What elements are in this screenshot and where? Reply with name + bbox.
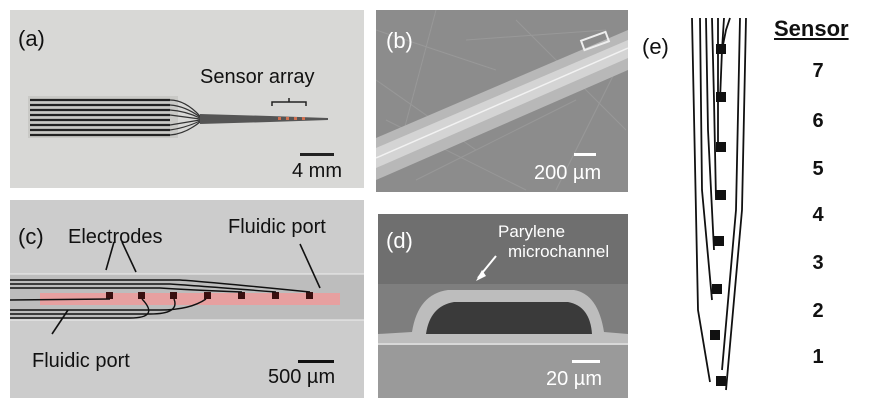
sem-probe-image <box>376 10 628 192</box>
probe-layout-schematic <box>691 17 747 391</box>
sensor-column-header: Sensor <box>774 16 849 41</box>
fluidic-port-top-annotation: Fluidic port <box>228 216 326 238</box>
sensor-number: 3 <box>812 252 824 274</box>
parylene-annotation-line2: microchannel <box>508 242 610 261</box>
panel-b-sem: (b) 200 µm <box>376 10 628 192</box>
sem-microchannel-crosssection <box>378 214 628 398</box>
panel-label-c: (c) <box>18 224 44 249</box>
sensor-number: 1 <box>812 346 824 368</box>
fluidic-port-bottom-annotation: Fluidic port <box>32 350 130 372</box>
sensor-number: 6 <box>812 110 824 132</box>
sensor-probe-photo <box>10 10 364 188</box>
panel-label-b: (b) <box>386 28 413 53</box>
panel-e-schematic: (e) Sensor 7 6 5 4 3 2 1 <box>636 10 872 406</box>
microchannel-micrograph <box>10 200 364 398</box>
scale-label-b: 200 µm <box>534 162 602 184</box>
panel-a-photo: (a) Sensor array 4 mm <box>10 10 364 188</box>
panel-c-micrograph: (c) Electrodes Fluidic port Fluidic port… <box>10 200 364 398</box>
panel-label-a: (a) <box>18 26 45 51</box>
sensor-number: 2 <box>812 300 824 322</box>
sensor-number: 7 <box>812 60 824 82</box>
panel-label-d: (d) <box>386 228 413 253</box>
electrodes-annotation: Electrodes <box>68 226 163 248</box>
panel-label-e: (e) <box>642 34 669 59</box>
scale-label-c: 500 µm <box>268 366 336 388</box>
panel-d-sem: (d) Parylene microchannel 20 µm <box>378 214 628 398</box>
sensor-array-annotation: Sensor array <box>200 66 315 88</box>
sensor-number: 5 <box>812 158 824 180</box>
scale-label-d: 20 µm <box>546 368 602 390</box>
sensor-number: 4 <box>812 204 824 226</box>
scale-label-a: 4 mm <box>292 160 342 182</box>
parylene-annotation-line1: Parylene <box>498 222 566 241</box>
